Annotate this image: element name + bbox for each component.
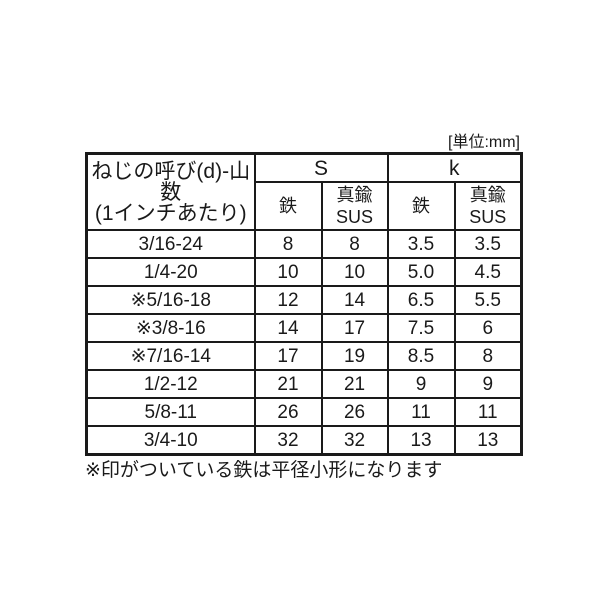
s-brass-sus-cell: 14 xyxy=(320,285,389,315)
s-iron-cell: 10 xyxy=(253,257,323,287)
s-brass-sus-cell: 32 xyxy=(320,425,389,456)
thread-size-cell: ※5/16-18 xyxy=(85,285,256,315)
k-iron-cell: 6.5 xyxy=(386,285,456,315)
k-brass-sus-cell: 11 xyxy=(453,397,523,427)
s-iron-cell: 8 xyxy=(253,229,323,259)
s-iron-cell: 14 xyxy=(253,313,323,343)
k-iron-cell: 5.0 xyxy=(386,257,456,287)
group-header-row: ねじの呼び(d)-山数 (1インチあたり) S k xyxy=(85,152,523,231)
s-iron-cell: 21 xyxy=(253,369,323,399)
k-brass-sus-cell: 13 xyxy=(453,425,523,456)
thread-size-cell: ※3/8-16 xyxy=(85,313,256,343)
spec-row: ※5/16-18 12 14 6.5 5.5 xyxy=(85,285,523,315)
spec-row: 1/2-12 21 21 9 9 xyxy=(85,369,523,399)
spec-row: 3/4-10 32 32 13 13 xyxy=(85,425,523,456)
k-brass-sus-header: 真鍮 SUS xyxy=(453,181,523,231)
s-iron-header: 鉄 xyxy=(253,181,323,231)
thread-size-header: ねじの呼び(d)-山数 (1インチあたり) xyxy=(85,152,256,231)
unit-label: [単位:mm] xyxy=(448,134,520,151)
s-brass-sus-cell: 26 xyxy=(320,397,389,427)
group-header-k: k xyxy=(386,152,523,183)
k-iron-cell: 11 xyxy=(386,397,456,427)
s-iron-cell: 12 xyxy=(253,285,323,315)
thread-size-cell: 1/4-20 xyxy=(85,257,256,287)
s-brass-sus-cell: 10 xyxy=(320,257,389,287)
s-brass-sus-cell: 8 xyxy=(320,229,389,259)
s-brass-sus-cell: 17 xyxy=(320,313,389,343)
thread-size-cell: 5/8-11 xyxy=(85,397,256,427)
sub-header-row: 鉄 真鍮 SUS 鉄 真鍮 SUS xyxy=(87,181,523,231)
k-iron-header: 鉄 xyxy=(386,181,456,231)
spec-row: 5/8-11 26 26 11 11 xyxy=(85,397,523,427)
s-brass-sus-cell: 21 xyxy=(320,369,389,399)
footnote: ※印がついている鉄は平径小形になります xyxy=(85,460,443,481)
k-iron-cell: 8.5 xyxy=(386,341,456,371)
k-iron-cell: 9 xyxy=(386,369,456,399)
spec-row: 3/16-24 8 8 3.5 3.5 xyxy=(85,229,523,259)
group-header-s: S xyxy=(253,152,389,183)
screw-spec-table: ねじの呼び(d)-山数 (1インチあたり) S k 鉄 真鍮 SUS 鉄 真鍮 … xyxy=(85,152,524,456)
spec-row: ※3/8-16 14 17 7.5 6 xyxy=(85,313,523,343)
k-brass-sus-cell: 9 xyxy=(453,369,523,399)
k-brass-sus-cell: 8 xyxy=(453,341,523,371)
thread-size-cell: 3/16-24 xyxy=(85,229,256,259)
thread-size-cell: 3/4-10 xyxy=(85,425,256,456)
s-brass-sus-cell: 19 xyxy=(320,341,389,371)
s-iron-cell: 17 xyxy=(253,341,323,371)
k-iron-cell: 13 xyxy=(386,425,456,456)
thread-size-cell: 1/2-12 xyxy=(85,369,256,399)
thread-size-cell: ※7/16-14 xyxy=(85,341,256,371)
spec-row: 1/4-20 10 10 5.0 4.5 xyxy=(85,257,523,287)
k-iron-cell: 7.5 xyxy=(386,313,456,343)
k-brass-sus-cell: 4.5 xyxy=(453,257,523,287)
k-iron-cell: 3.5 xyxy=(386,229,456,259)
s-iron-cell: 26 xyxy=(253,397,323,427)
k-brass-sus-cell: 3.5 xyxy=(453,229,523,259)
k-brass-sus-cell: 6 xyxy=(453,313,523,343)
spec-row: ※7/16-14 17 19 8.5 8 xyxy=(85,341,523,371)
s-brass-sus-header: 真鍮 SUS xyxy=(320,181,389,231)
s-iron-cell: 32 xyxy=(253,425,323,456)
k-brass-sus-cell: 5.5 xyxy=(453,285,523,315)
